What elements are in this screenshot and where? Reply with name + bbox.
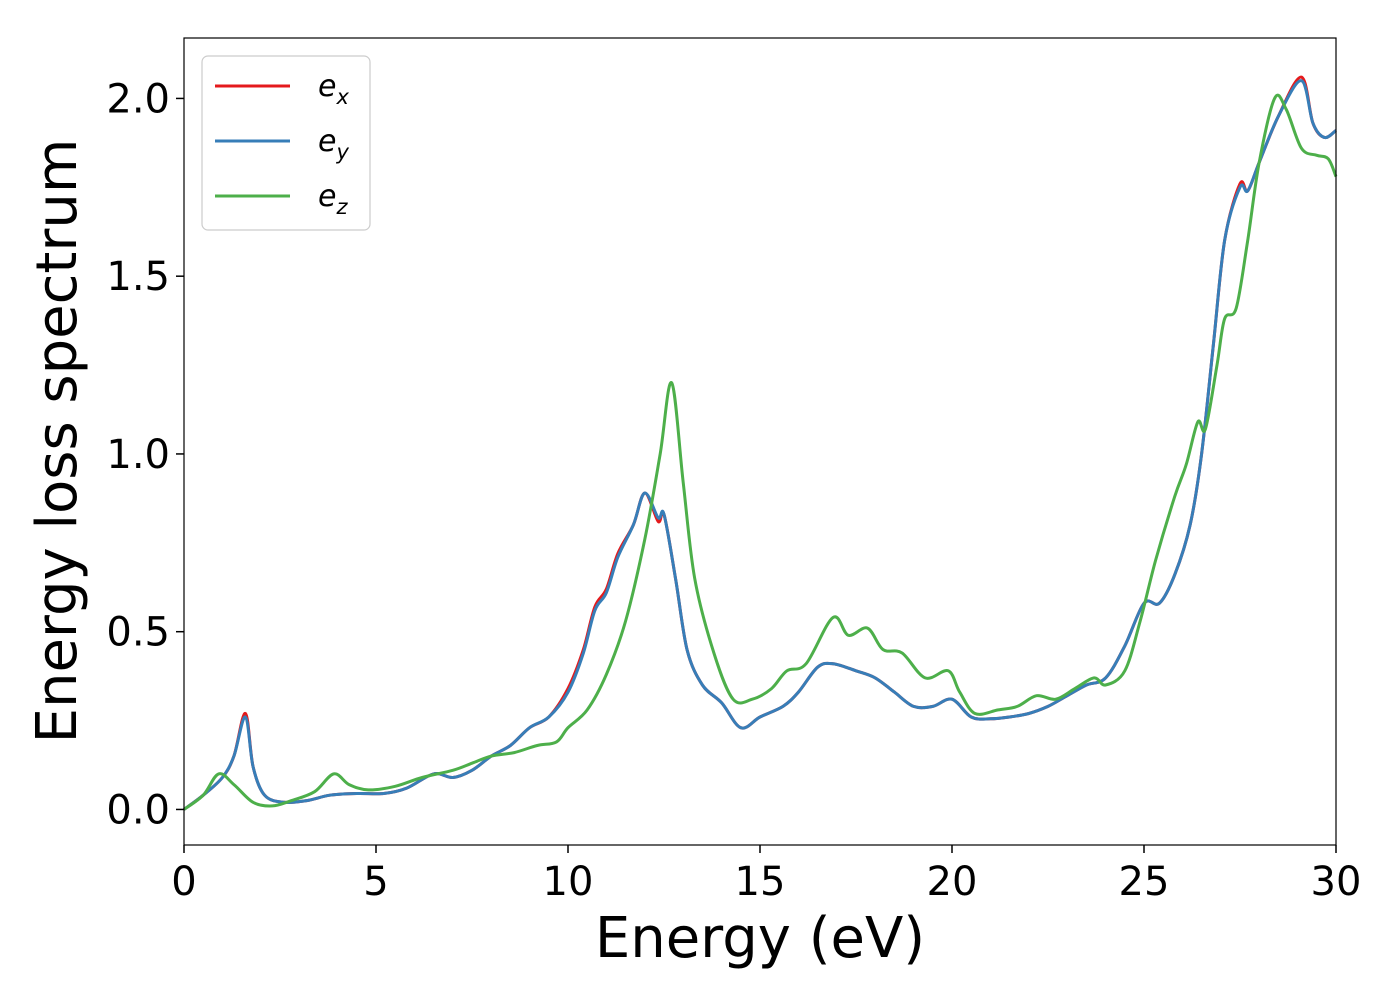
y-tick-label: 0.5: [106, 610, 170, 656]
x-axis-label: Energy (eV): [595, 906, 925, 971]
series-line-ey: [183, 79, 1337, 811]
legend-label-ex: ex: [318, 69, 349, 109]
series-layer: [183, 75, 1338, 811]
x-tick-label: 10: [543, 859, 594, 905]
y-axis-label: Energy loss spectrum: [25, 139, 90, 744]
legend-box: [201, 55, 371, 231]
x-axis-ticks: 0 5 10 15 20 25 30: [171, 845, 1361, 905]
x-tick-label: 0: [171, 859, 196, 905]
legend-subscript: y: [335, 140, 349, 164]
x-tick-label: 30: [1311, 859, 1362, 905]
y-tick-label: 0.0: [106, 787, 170, 833]
legend-subscript: x: [335, 85, 349, 109]
x-tick-label: 20: [927, 859, 978, 905]
legend-subscript: z: [335, 195, 348, 219]
y-tick-label: 1.0: [106, 432, 170, 478]
y-axis-ticks: 0.0 0.5 1.0 1.5 2.0: [106, 76, 184, 833]
y-tick-label: 2.0: [106, 76, 170, 122]
legend-label-ey: ey: [318, 124, 349, 164]
x-tick-label: 25: [1119, 859, 1170, 905]
x-tick-label: 5: [363, 859, 388, 905]
series-line-ez: [183, 93, 1338, 811]
y-tick-label: 1.5: [106, 254, 170, 300]
x-tick-label: 15: [735, 859, 786, 905]
